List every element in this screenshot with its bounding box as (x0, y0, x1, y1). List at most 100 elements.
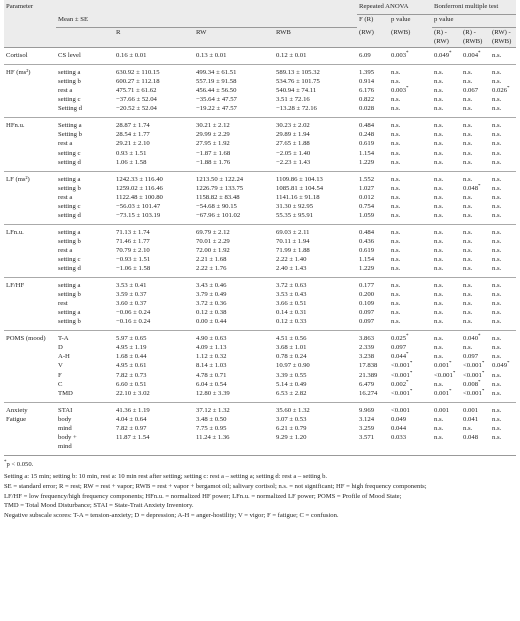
p-value-cell: n.s. (389, 104, 432, 119)
f-value-cell: 17.838 (359, 362, 378, 370)
p-value-cell: n.s. (391, 140, 401, 148)
bonf-r-rw-cell: n.s. (432, 104, 461, 119)
mean-rwb-cell: 3.66 ± 0.51 (276, 300, 307, 308)
parameter-name (4, 237, 56, 246)
f-value-cell: 0.028 (357, 104, 389, 119)
mean-rw-cell: 3.48 ± 0.50 (196, 415, 227, 423)
f-value-cell: 0.619 (359, 140, 375, 148)
bonf-r-rw-cell: n.s. (434, 87, 444, 95)
f-value-cell: 0.012 (359, 193, 375, 201)
f-value-cell: 1.552 (359, 175, 375, 183)
mean-r-cell: 600.27 ± 112.18 (116, 78, 160, 86)
f-value-cell: 2.339 (359, 344, 375, 352)
parameter-name (4, 264, 56, 279)
bonf-r-rw-cell: n.s. (434, 96, 444, 104)
bonf-rw-rwb-cell: n.s. (492, 175, 502, 183)
bonf-r-rw-cell: n.s. (434, 78, 444, 86)
bonf-rw-rwb-cell: n.s. (492, 335, 502, 343)
bonf-r-rwb-cell: n.s. (463, 131, 473, 139)
p-value-cell: 0.044* (391, 352, 409, 361)
p-value-cell: n.s. (391, 193, 401, 201)
f-value-cell: 1.229 (357, 264, 389, 279)
bonf-rw-rwb-cell: 0.026* (492, 86, 510, 95)
mean-rwb-cell: 10.97 ± 0.90 (276, 362, 310, 370)
parameter-name (4, 299, 56, 308)
mean-r-cell: 3.53 ± 0.41 (116, 282, 147, 290)
mean-r-cell: −0.93 ± 1.51 (116, 255, 151, 263)
bonf-rw-rwb-cell: n.s. (492, 309, 502, 317)
bonf-r-rw-cell: n.s. (432, 317, 461, 332)
mean-r-cell: 71.13 ± 1.74 (116, 228, 150, 236)
p-value-cell: n.s. (389, 317, 432, 332)
bonf-rw-rwb-cell: n.s. (492, 353, 502, 361)
bonf-rw-rwb-cell: n.s. (492, 255, 502, 263)
f-value-cell: 6.479 (359, 380, 375, 388)
mean-rwb-cell: 55.35 ± 95.91 (274, 210, 357, 225)
mean-r-cell: 4.95 ± 0.61 (116, 362, 147, 370)
mean-rwb-cell: 70.11 ± 1.94 (276, 237, 310, 245)
mean-rw-cell: 0.00 ± 0.44 (194, 317, 274, 332)
p-value-cell: n.s. (391, 184, 401, 192)
parameter-name (4, 290, 56, 299)
table-notes: *p < 0.050. Setting a: 15 min; setting b:… (4, 460, 516, 521)
header-bonferroni-p-value: p value (432, 14, 517, 28)
mean-r-cell: −56.03 ± 101.47 (116, 202, 161, 210)
mean-rw-cell: 3.43 ± 0.46 (196, 282, 227, 290)
table-row: setting d 1.06 ± 1.58 −1.88 ± 1.76 −2.23 ± … (4, 157, 517, 172)
mean-rw-cell: 7.75 ± 0.95 (196, 424, 227, 432)
bonf-r-rwb-cell: n.s. (463, 193, 473, 201)
condition-label: setting c (58, 202, 81, 210)
mean-rwb-cell: 4.51 ± 0.56 (276, 335, 307, 343)
bonf-r-rw-cell: n.s. (434, 353, 444, 361)
parameter-name (4, 388, 56, 403)
bonf-rw-rwb-cell: 0.049* (492, 361, 510, 370)
mean-rw-cell: 4.09 ± 1.13 (196, 344, 227, 352)
mean-rw-cell: 3.72 ± 0.36 (196, 300, 227, 308)
p-value-cell: n.s. (389, 210, 432, 225)
condition-label: T-A (58, 335, 69, 343)
mean-r-cell: 4.04 ± 0.64 (116, 415, 147, 423)
mean-r-cell: 28.54 ± 1.77 (116, 131, 150, 139)
parameter-group: Cortisol CS level 0.16 ± 0.01 0.13 ± 0.01 0.… (4, 47, 517, 66)
table-row: rest 3.60 ± 0.37 3.72 ± 0.36 3.66 ± 0.51 0.1… (4, 299, 516, 308)
f-value-cell: 1.154 (359, 255, 375, 263)
table-row: setting d −73.15 ± 103.19 −67.96 ± 101.02 5… (4, 210, 517, 225)
table-row: Setting b 28.54 ± 1.77 29.99 ± 2.29 29.89 ±… (4, 130, 516, 139)
table-row: body + mind 11.87 ± 1.54 11.24 ± 1.36 9.29 ±… (4, 432, 517, 456)
p-value-cell: n.s. (391, 96, 401, 104)
f-value-cell: 0.822 (359, 96, 375, 104)
parameter-name (4, 157, 56, 172)
parameter-name: Fatigue (6, 415, 27, 423)
bonf-r-rw-cell: n.s. (434, 131, 444, 139)
bonf-r-rwb-cell: 0.004* (461, 47, 490, 66)
bonf-rw-rwb-cell: n.s. (492, 78, 502, 86)
bonf-r-rw-cell: n.s. (434, 122, 444, 130)
table-row: TMD 22.10 ± 3.02 12.80 ± 3.39 6.53 ± 2.82 16… (4, 388, 517, 403)
parameter-name (4, 424, 56, 433)
f-value-cell: 16.274 (357, 388, 389, 403)
table-row: LF (ms²) setting a 1242.33 ± 116.40 1213.50… (4, 171, 516, 184)
bonf-rw-rwb-cell: n.s. (492, 202, 502, 210)
parameter-name (4, 380, 56, 389)
bonf-r-rw-cell: n.s. (434, 309, 444, 317)
condition-label: rest a (58, 193, 73, 201)
note-line: Setting a: 15 min; setting b: 10 min, re… (4, 473, 328, 481)
bonf-r-rwb-cell: n.s. (463, 300, 473, 308)
condition-label: setting b (58, 237, 81, 245)
f-value-cell: 0.200 (359, 291, 375, 299)
bonf-r-rwb-cell: n.s. (463, 344, 473, 352)
condition-label: CS level (56, 47, 114, 66)
mean-rwb-cell: 1109.86 ± 104.13 (276, 175, 323, 183)
bonf-r-rw-cell: n.s. (432, 432, 461, 456)
bonf-rw-rwb-cell: n.s. (492, 371, 502, 379)
condition-label: setting a (58, 175, 81, 183)
p-value-cell: n.s. (391, 237, 401, 245)
mean-rw-cell: 3.79 ± 0.49 (196, 291, 227, 299)
p-value-cell: n.s. (389, 264, 432, 279)
bonf-r-rw-cell: n.s. (434, 149, 444, 157)
bonf-r-rwb-cell: 0.008* (463, 379, 481, 388)
p-value-cell: n.s. (391, 291, 401, 299)
bonf-rw-rwb-cell: n.s. (490, 432, 517, 456)
note-line: LF/HF = low frequency/high frequency com… (4, 492, 402, 500)
